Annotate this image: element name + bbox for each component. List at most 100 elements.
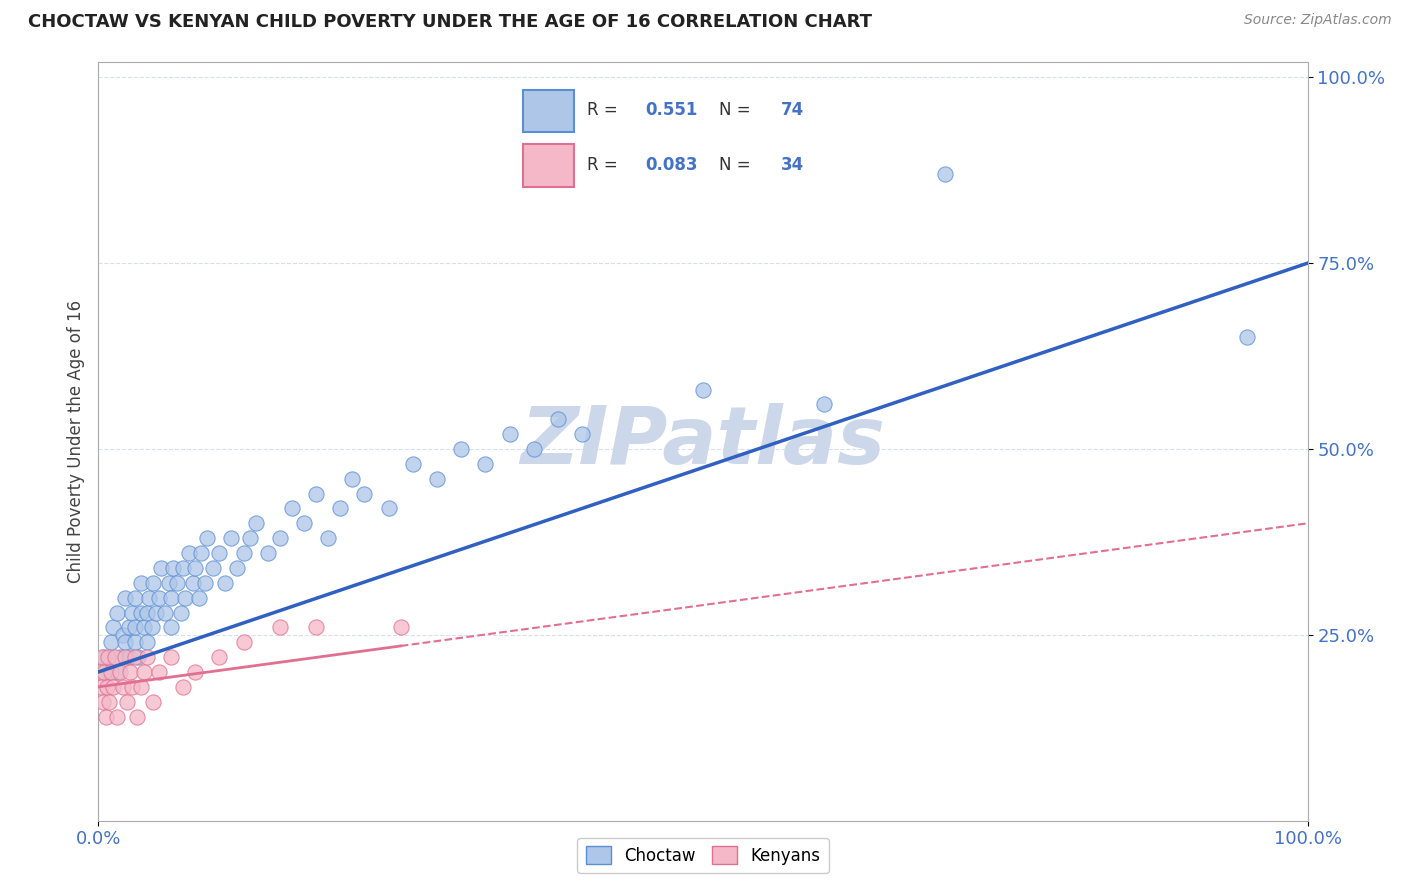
Point xyxy=(100,635,122,649)
Point xyxy=(127,650,149,665)
Point xyxy=(162,561,184,575)
Point xyxy=(208,650,231,665)
Point xyxy=(100,665,122,679)
Point xyxy=(256,546,278,560)
Point xyxy=(426,472,449,486)
Point xyxy=(148,591,170,605)
Point xyxy=(129,575,152,590)
Point xyxy=(104,650,127,665)
Point xyxy=(269,531,291,545)
Point xyxy=(129,606,152,620)
Point xyxy=(316,531,339,545)
Point xyxy=(160,591,183,605)
Point xyxy=(111,628,134,642)
Point xyxy=(105,606,128,620)
Point xyxy=(111,680,134,694)
Point xyxy=(93,665,115,679)
Point xyxy=(118,665,141,679)
Point xyxy=(194,575,217,590)
Point xyxy=(169,606,191,620)
Point xyxy=(523,442,546,456)
Point xyxy=(142,695,165,709)
Point xyxy=(160,650,183,665)
Point xyxy=(117,695,139,709)
Point xyxy=(108,665,131,679)
Point xyxy=(174,591,197,605)
Point xyxy=(166,575,188,590)
Point xyxy=(450,442,472,456)
Point xyxy=(114,591,136,605)
Point xyxy=(813,397,835,411)
Point xyxy=(172,680,194,694)
Point xyxy=(135,606,157,620)
Point xyxy=(148,665,170,679)
Point xyxy=(305,620,328,634)
Point xyxy=(145,606,167,620)
Point xyxy=(91,695,114,709)
Point xyxy=(232,635,254,649)
Point xyxy=(93,650,115,665)
Point xyxy=(124,635,146,649)
Point xyxy=(157,575,180,590)
Point xyxy=(187,591,209,605)
Point xyxy=(1236,330,1258,344)
Point xyxy=(353,486,375,500)
Y-axis label: Child Poverty Under the Age of 16: Child Poverty Under the Age of 16 xyxy=(66,300,84,583)
Point xyxy=(105,709,128,723)
Point xyxy=(305,486,328,500)
Point xyxy=(208,546,231,560)
Point xyxy=(232,546,254,560)
Point xyxy=(97,650,120,665)
Point xyxy=(239,531,262,545)
Text: CHOCTAW VS KENYAN CHILD POVERTY UNDER THE AGE OF 16 CORRELATION CHART: CHOCTAW VS KENYAN CHILD POVERTY UNDER TH… xyxy=(28,13,872,31)
Text: Source: ZipAtlas.com: Source: ZipAtlas.com xyxy=(1244,13,1392,28)
Point xyxy=(934,167,956,181)
Point xyxy=(226,561,249,575)
Point xyxy=(90,680,112,694)
Point xyxy=(329,501,352,516)
Point xyxy=(195,531,218,545)
Point xyxy=(129,680,152,694)
Point xyxy=(118,650,141,665)
Point xyxy=(181,575,204,590)
Point xyxy=(150,561,173,575)
Point xyxy=(214,575,236,590)
Point xyxy=(135,650,157,665)
Point xyxy=(269,620,291,634)
Point xyxy=(134,665,156,679)
Point xyxy=(342,472,364,486)
Point xyxy=(184,561,207,575)
Point xyxy=(179,546,201,560)
Point xyxy=(134,620,156,634)
Point xyxy=(101,620,124,634)
Point xyxy=(377,501,399,516)
Point xyxy=(292,516,315,531)
Point xyxy=(141,620,163,634)
Point xyxy=(98,695,121,709)
Point xyxy=(281,501,304,516)
Point xyxy=(547,412,569,426)
Point xyxy=(101,680,124,694)
Point xyxy=(114,635,136,649)
Point xyxy=(474,457,496,471)
Point xyxy=(114,650,136,665)
Text: ZIPatlas: ZIPatlas xyxy=(520,402,886,481)
Point xyxy=(160,620,183,634)
Point xyxy=(692,383,714,397)
Point xyxy=(190,546,212,560)
Point xyxy=(121,606,143,620)
Point xyxy=(97,665,120,679)
Point xyxy=(124,591,146,605)
Point xyxy=(105,665,128,679)
Point xyxy=(135,635,157,649)
Point xyxy=(138,591,160,605)
Point xyxy=(91,650,114,665)
Point xyxy=(124,650,146,665)
Point xyxy=(184,665,207,679)
Point xyxy=(118,620,141,634)
Legend: Choctaw, Kenyans: Choctaw, Kenyans xyxy=(578,838,828,873)
Point xyxy=(202,561,225,575)
Point xyxy=(121,680,143,694)
Point xyxy=(96,680,118,694)
Point xyxy=(108,650,131,665)
